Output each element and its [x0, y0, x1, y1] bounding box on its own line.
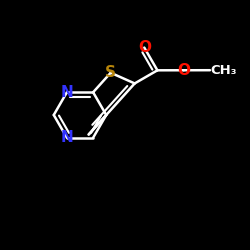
Text: O: O [138, 40, 151, 55]
Text: N: N [60, 130, 73, 145]
Text: S: S [105, 65, 116, 80]
Text: CH₃: CH₃ [210, 64, 236, 77]
Text: O: O [177, 63, 190, 78]
Text: N: N [60, 85, 73, 100]
